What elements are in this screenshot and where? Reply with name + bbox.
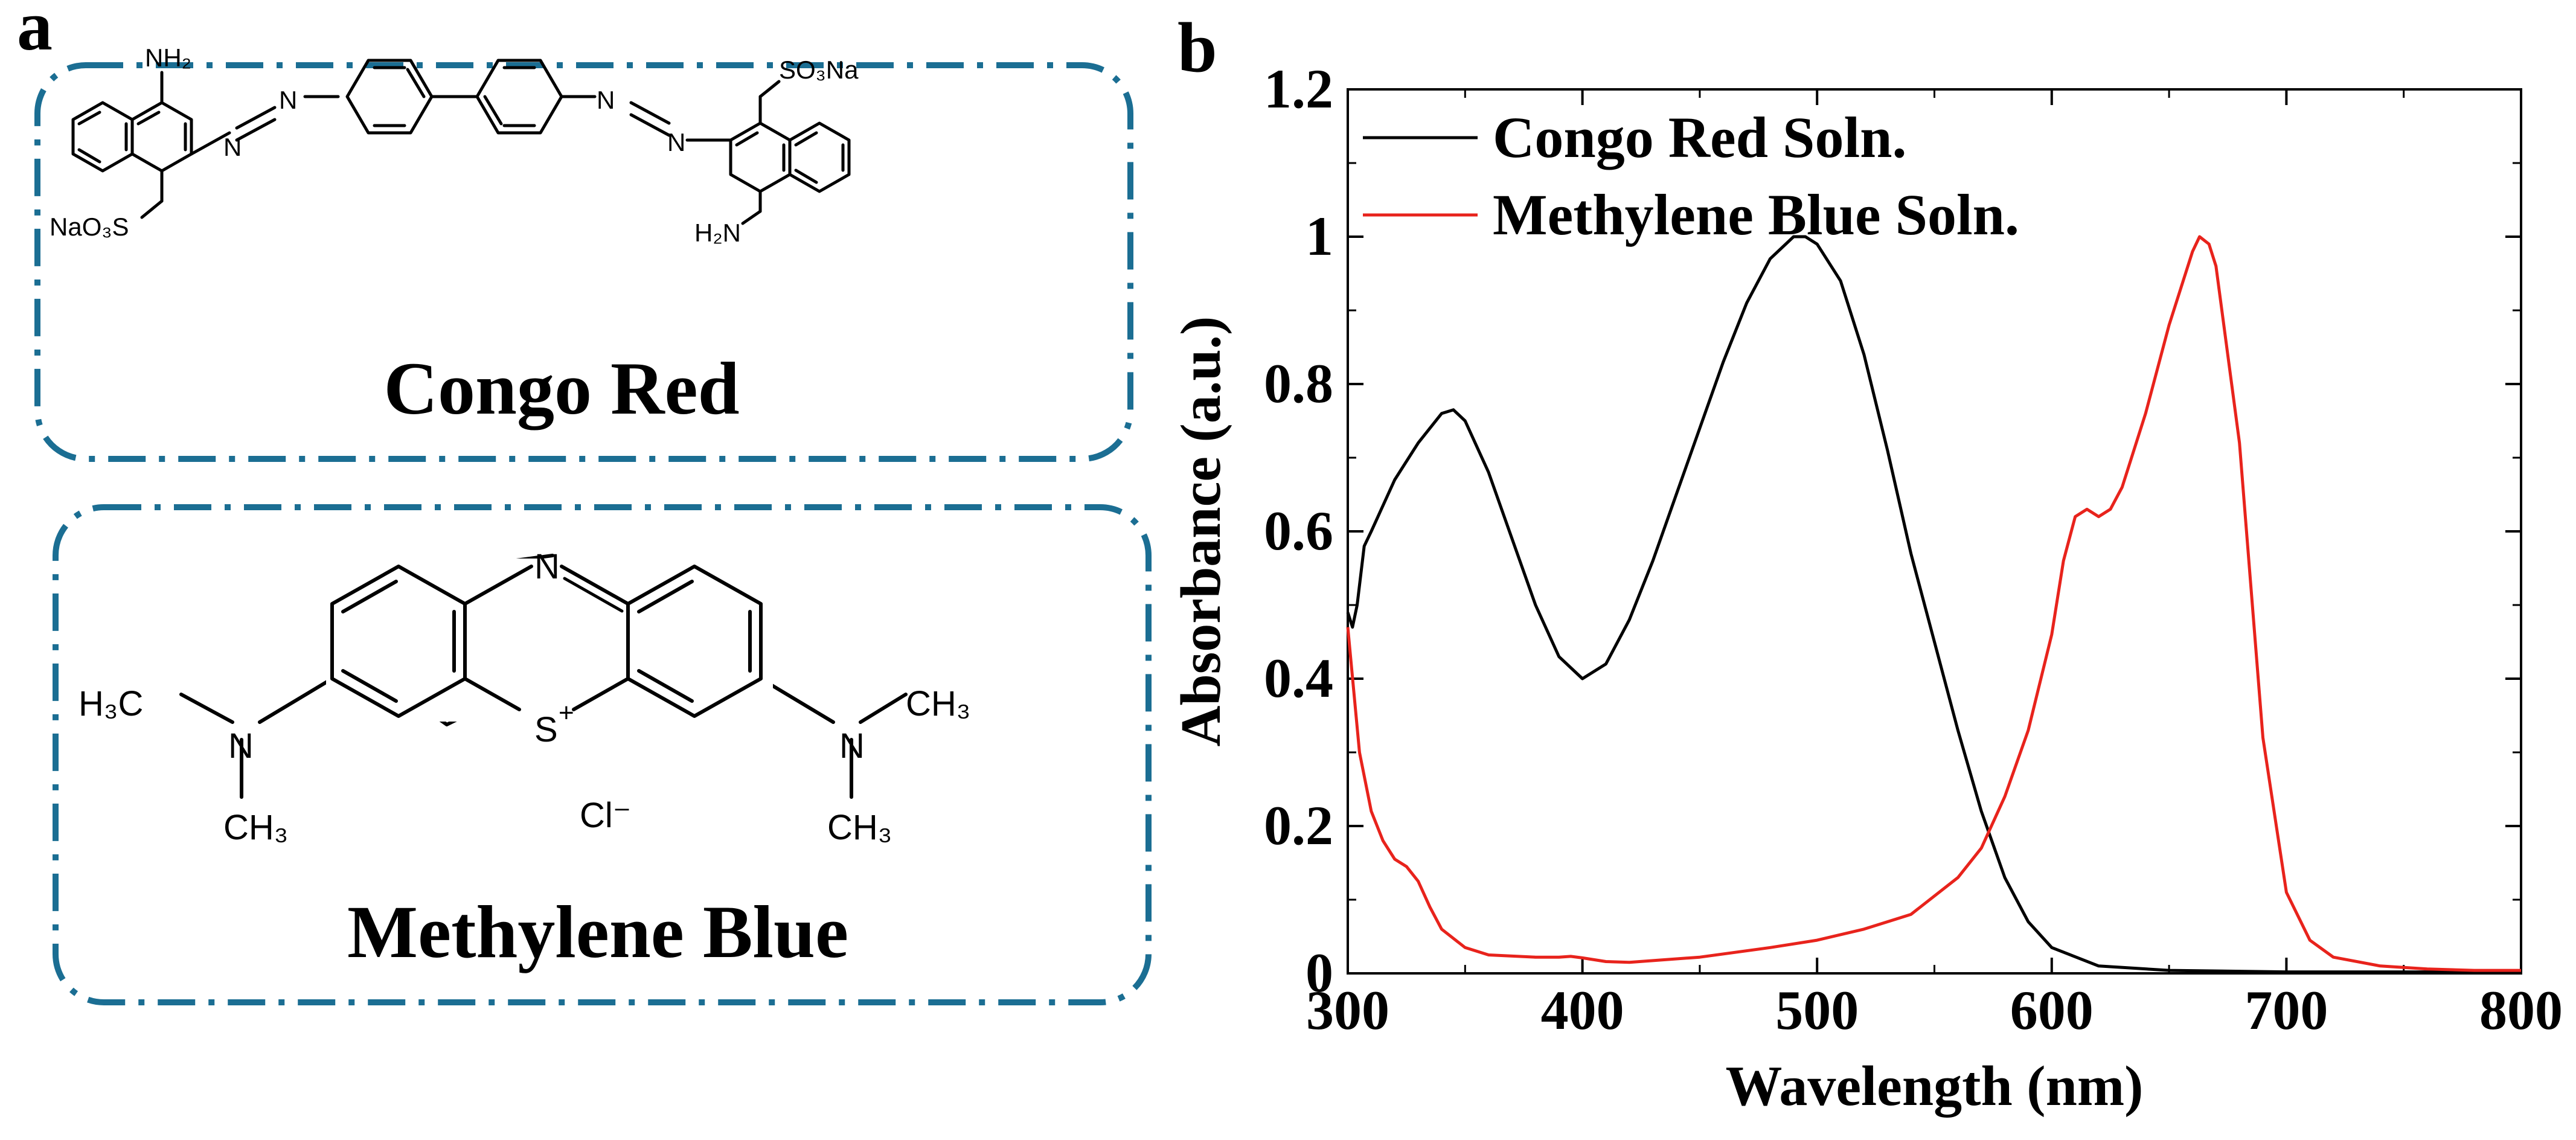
x-tick-label: 300 <box>1306 979 1389 1041</box>
methylene-blue-right-n: N <box>839 726 865 766</box>
methylene-blue-rings <box>330 565 763 718</box>
congo-red-naphthalene-right-ring-1 <box>729 121 792 193</box>
methylene-blue-chloride: Cl⁻ <box>580 796 631 835</box>
congo-red-nh2-top: NH₂ <box>145 43 191 72</box>
y-tick-label: 0.4 <box>1264 647 1333 709</box>
legend-label-2: Methylene Blue Soln. <box>1493 182 2019 247</box>
methylene-blue-ch3-right-bottom: CH₃ <box>827 808 892 847</box>
methylene-blue-s-charge: + <box>559 698 574 728</box>
y-tick-label: 0.2 <box>1264 795 1333 856</box>
y-tick-label: 0 <box>1306 942 1333 1004</box>
congo-red-n-1: N <box>223 133 242 161</box>
y-tick-label: 0.8 <box>1264 353 1333 414</box>
methylene-blue-ch3-left: CH₃ <box>223 808 288 847</box>
congo-red-n-4: N <box>667 128 685 156</box>
congo-red-naphthalene-right-ring-2 <box>788 121 851 193</box>
y-tick-label: 0.6 <box>1264 500 1333 562</box>
congo-red-so3na-left: NaO₃S <box>50 213 129 241</box>
x-tick-label: 400 <box>1541 979 1624 1041</box>
methylene-blue-name: Methylene Blue <box>347 891 848 973</box>
x-tick-label: 800 <box>2479 979 2563 1041</box>
legend-label-1: Congo Red Soln. <box>1493 105 1907 170</box>
y-tick-label: 1 <box>1306 205 1333 267</box>
congo-red-n-2: N <box>279 86 297 114</box>
congo-red-nh2-bottom: H₂N <box>694 219 741 247</box>
congo-red-frame <box>34 62 1133 462</box>
congo-red-biphenyl-ring-2 <box>475 59 563 135</box>
x-axis-label: Wavelength (nm) <box>1726 1055 2144 1118</box>
methylene-blue-frame <box>53 504 1152 1005</box>
congo-red-naphthalene-left-ring-1 <box>71 101 134 173</box>
series-line-2 <box>1346 235 2521 972</box>
y-tick-label: 1.2 <box>1264 58 1333 120</box>
panel-a-label: a <box>17 0 53 65</box>
series-line-1 <box>1346 235 2521 974</box>
methylene-blue-ch3-right-top: CH₃ <box>906 684 970 723</box>
methylene-blue-ring-n: N <box>534 547 560 586</box>
absorbance-chart: 300 400 500 600 700 800 0 0.2 0.4 0.6 0.8 1 1.2 Cong… <box>1170 58 2563 1118</box>
congo-red-structure <box>71 59 851 225</box>
y-axis-label: Absorbance (a.u.) <box>1170 316 1232 747</box>
methylene-blue-left-n: N <box>228 726 254 766</box>
methylene-blue-ring-s: S <box>534 710 558 749</box>
methylene-blue-canvas <box>326 559 773 722</box>
congo-red-biphenyl-ring-1 <box>345 59 434 135</box>
x-tick-label: 700 <box>2244 979 2328 1041</box>
congo-red-n-3: N <box>597 86 615 114</box>
methylene-blue-h3c-left: H₃C <box>78 684 143 723</box>
x-tick-label: 500 <box>1775 979 1859 1041</box>
congo-red-so3na-right: SO₃Na <box>779 56 859 84</box>
congo-red-name: Congo Red <box>383 347 739 431</box>
congo-red-naphthalene-left-ring-2 <box>130 101 193 173</box>
x-tick-label: 600 <box>2010 979 2094 1041</box>
panel-b-label: b <box>1177 8 1217 87</box>
